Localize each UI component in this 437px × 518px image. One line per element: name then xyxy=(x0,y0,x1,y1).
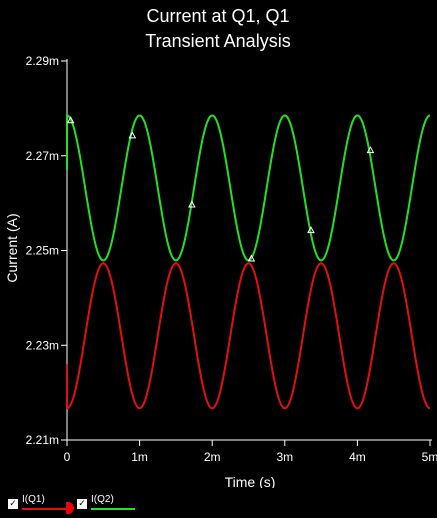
x-tick-label: 3m xyxy=(276,450,293,464)
series-marker xyxy=(307,226,315,234)
series-line-iq2 xyxy=(66,114,431,262)
x-tick-label: 4m xyxy=(349,450,366,464)
y-tick-label: 2.29m xyxy=(26,54,59,68)
legend-item-q1[interactable]: ✓ I(Q1) xyxy=(8,493,74,514)
series-marker xyxy=(247,254,256,262)
legend: ✓ I(Q1) ✓ I(Q2) xyxy=(0,488,437,518)
y-tick-label: 2.27m xyxy=(26,149,59,163)
legend-checkbox-q2[interactable]: ✓ xyxy=(77,499,87,509)
y-tick-label: 2.23m xyxy=(26,338,59,352)
chart: Current at Q1, Q1 Transient Analysis Cur… xyxy=(4,6,437,488)
x-tick-label: 5m xyxy=(422,450,437,464)
legend-checkbox-q1[interactable]: ✓ xyxy=(8,499,18,509)
legend-swatch-q2 xyxy=(91,508,135,510)
x-tick-label: 1m xyxy=(131,450,148,464)
y-tick-label: 2.21m xyxy=(26,433,59,447)
series-marker xyxy=(128,131,137,139)
legend-swatch-q1 xyxy=(22,508,66,510)
series-marker xyxy=(366,146,375,154)
legend-label-q2: I(Q2) xyxy=(91,493,114,505)
chart-title-line1: Current at Q1, Q1 xyxy=(146,6,289,26)
series-line-iq1 xyxy=(66,262,431,410)
legend-item-q2[interactable]: ✓ I(Q2) xyxy=(77,493,135,512)
x-axis-label: Time (s) xyxy=(225,474,276,488)
x-tick-label: 2m xyxy=(204,450,221,464)
legend-label-q1: I(Q1) xyxy=(22,493,45,505)
y-axis-label: Current (A) xyxy=(4,213,20,282)
y-tick-label: 2.25m xyxy=(26,244,59,258)
chart-title-line2: Transient Analysis xyxy=(145,31,290,51)
legend-handle-icon xyxy=(66,502,74,514)
x-tick-label: 0 xyxy=(64,450,71,464)
series-marker xyxy=(188,200,196,208)
series-marker xyxy=(66,116,75,124)
